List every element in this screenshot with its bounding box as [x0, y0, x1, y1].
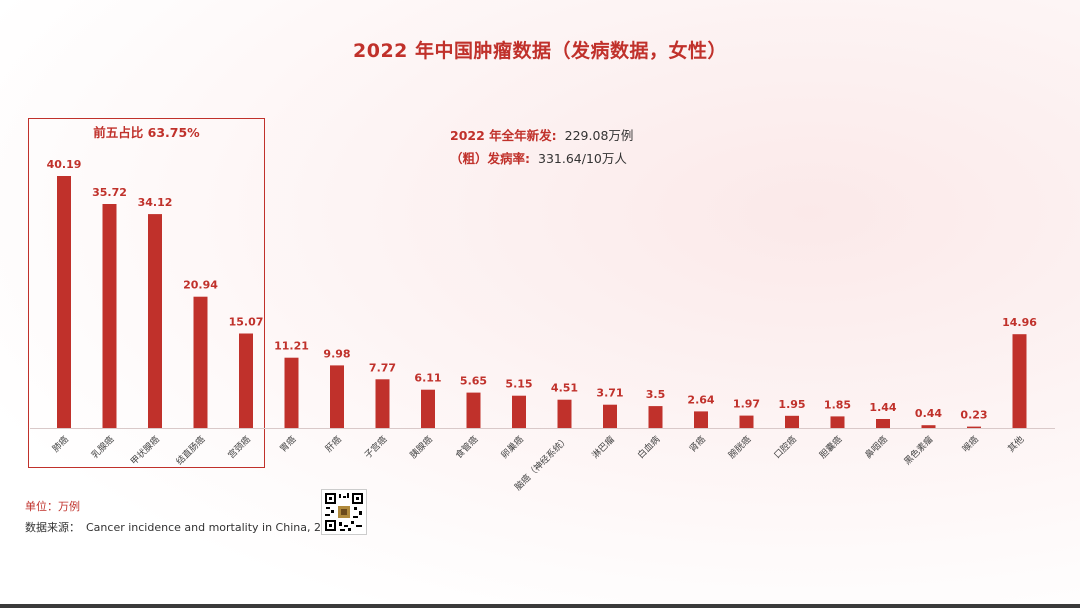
value-label-10: 5.15 [505, 378, 532, 391]
summary-rate-value: 331.64/10万人 [538, 151, 627, 166]
category-label-16: 口腔癌 [771, 433, 799, 461]
category-label-14: 肾癌 [687, 433, 708, 454]
bar-1 [102, 204, 117, 428]
value-label-11: 4.51 [551, 382, 578, 395]
value-label-14: 2.64 [687, 393, 714, 406]
value-label-9: 5.65 [460, 375, 487, 388]
category-label-3: 结直肠癌 [173, 433, 207, 467]
category-label-9: 食管癌 [453, 433, 481, 461]
value-label-12: 3.71 [596, 387, 623, 400]
category-label-8: 胰腺癌 [407, 433, 435, 461]
top5-share-label: 前五占比 63.75% [93, 125, 200, 140]
category-label-10: 卵巢癌 [498, 433, 526, 461]
category-label-20: 喉癌 [960, 433, 981, 454]
source-label: 数据来源： [25, 521, 80, 534]
bar-6 [330, 365, 344, 428]
value-label-17: 1.85 [824, 398, 851, 411]
summary-rate-label: （粗）发病率: [450, 151, 530, 166]
category-label-6: 肝癌 [323, 433, 344, 454]
bar-13 [648, 406, 663, 428]
unit-note: 单位：万例 [25, 500, 80, 513]
bar-11 [557, 399, 572, 428]
bar-9 [466, 392, 481, 428]
category-label-12: 淋巴瘤 [589, 433, 617, 461]
bar-8 [421, 389, 435, 428]
bar-17 [830, 416, 845, 428]
value-label-21: 14.96 [1002, 316, 1037, 329]
bar-19 [921, 425, 936, 428]
category-label-15: 膀胱癌 [726, 433, 754, 461]
value-label-5: 11.21 [274, 340, 309, 353]
page-title: 2022 年中国肿瘤数据（发病数据，女性） [353, 40, 727, 62]
category-label-0: 肺癌 [50, 433, 71, 454]
bar-5 [284, 357, 299, 428]
category-label-7: 子宫癌 [362, 433, 390, 461]
summary-new-cases: 2022 年全年新发: 229.08万例 [450, 125, 633, 144]
value-label-13: 3.5 [646, 388, 666, 401]
bar-4 [239, 333, 253, 428]
value-label-7: 7.77 [369, 361, 396, 374]
bottom-border [0, 604, 1080, 608]
category-label-17: 胆囊癌 [817, 433, 845, 461]
category-label-2: 甲状腺癌 [128, 433, 162, 467]
category-label-21: 其他 [1005, 433, 1026, 454]
bar-7 [375, 379, 390, 428]
value-label-18: 1.44 [869, 401, 896, 414]
bar-21 [1012, 334, 1027, 428]
value-label-8: 6.11 [414, 372, 441, 385]
value-label-16: 1.95 [778, 398, 805, 411]
category-label-18: 鼻咽癌 [862, 433, 890, 461]
category-label-19: 黑色素瘤 [901, 433, 935, 467]
category-label-13: 白血病 [635, 433, 663, 461]
bar-10 [512, 395, 526, 428]
summary-new-cases-label: 2022 年全年新发: [450, 128, 557, 143]
bar-16 [785, 415, 799, 428]
value-label-6: 9.98 [323, 347, 350, 360]
value-label-19: 0.44 [915, 407, 942, 420]
value-label-20: 0.23 [960, 409, 987, 422]
bar-18 [876, 419, 890, 428]
bar-2 [148, 214, 162, 428]
category-label-4: 宫颈癌 [225, 433, 253, 461]
source-note: 数据来源： Cancer incidence and mortality in C… [25, 519, 342, 535]
qr-code-image [321, 489, 367, 535]
bar-3 [193, 296, 208, 428]
top5-highlight-box [28, 118, 265, 468]
summary-new-cases-value: 229.08万例 [564, 128, 634, 143]
value-label-2: 34.12 [138, 196, 173, 209]
summary-incidence-rate: （粗）发病率: 331.64/10万人 [450, 148, 627, 167]
value-label-4: 15.07 [229, 316, 264, 329]
bar-0 [57, 176, 71, 428]
value-label-1: 35.72 [92, 186, 127, 199]
category-label-1: 乳腺癌 [89, 433, 117, 461]
source-text: Cancer incidence and mortality in China,… [86, 521, 342, 534]
value-label-15: 1.97 [733, 398, 760, 411]
category-label-5: 胃癌 [277, 433, 298, 454]
value-label-3: 20.94 [183, 279, 218, 292]
bar-12 [603, 404, 617, 428]
bar-20 [967, 426, 981, 428]
bar-15 [739, 415, 754, 428]
value-label-0: 40.19 [47, 158, 82, 171]
bar-14 [694, 411, 708, 428]
